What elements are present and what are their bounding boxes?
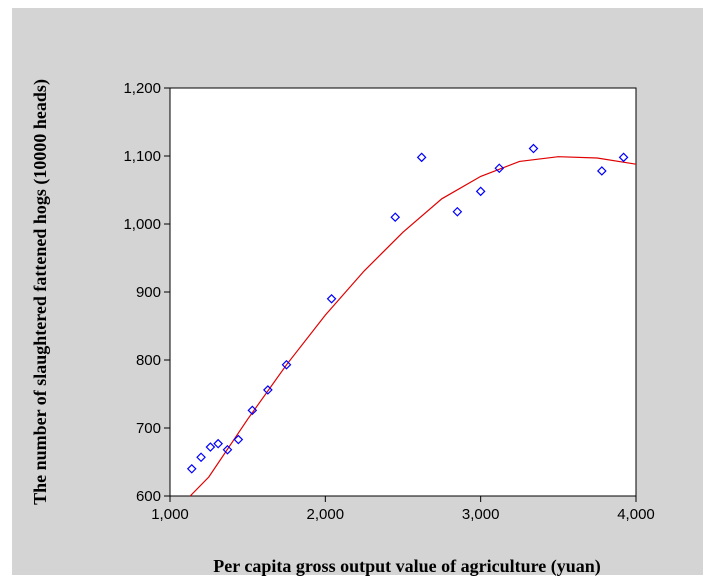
data-point	[222, 444, 233, 455]
y-tick-label: 700	[136, 420, 161, 437]
data-point	[494, 163, 505, 174]
data-point	[196, 452, 206, 463]
plot-area	[169, 87, 637, 497]
data-point	[186, 463, 197, 474]
data-point	[263, 385, 273, 395]
fit-curve	[189, 156, 637, 497]
y-tick-label: 1,200	[123, 80, 161, 97]
data-point	[326, 293, 337, 304]
y-tick-label: 1,100	[123, 148, 161, 165]
data-point	[452, 206, 463, 217]
data-point	[475, 186, 486, 197]
y-tick-label: 800	[136, 352, 161, 369]
data-point	[618, 152, 629, 163]
y-axis-ticks: 600 700 800 900 1,000 1,100 1,200	[123, 80, 170, 505]
data-point	[281, 359, 292, 370]
x-tick-label: 4,000	[617, 506, 655, 523]
data-point	[247, 405, 258, 416]
data-points	[186, 143, 629, 474]
y-tick-label: 600	[136, 488, 161, 505]
x-tick-label: 2,000	[307, 506, 345, 523]
x-axis-title: Per capita gross output value of agricul…	[213, 556, 601, 577]
data-point	[390, 212, 401, 223]
data-point	[205, 442, 216, 452]
data-point	[213, 438, 224, 449]
x-tick-label: 1,000	[151, 506, 189, 523]
y-axis-title: The number of slaughtered fattened hogs …	[30, 79, 51, 505]
x-tick-label: 3,000	[462, 506, 500, 523]
data-point	[596, 166, 607, 176]
y-tick-label: 900	[136, 284, 161, 301]
x-axis-ticks: 1,000 2,000 3,000 4,000	[151, 496, 655, 523]
data-point	[528, 143, 539, 154]
data-point	[233, 434, 244, 445]
data-point	[416, 152, 427, 163]
y-tick-label: 1,000	[123, 216, 161, 233]
